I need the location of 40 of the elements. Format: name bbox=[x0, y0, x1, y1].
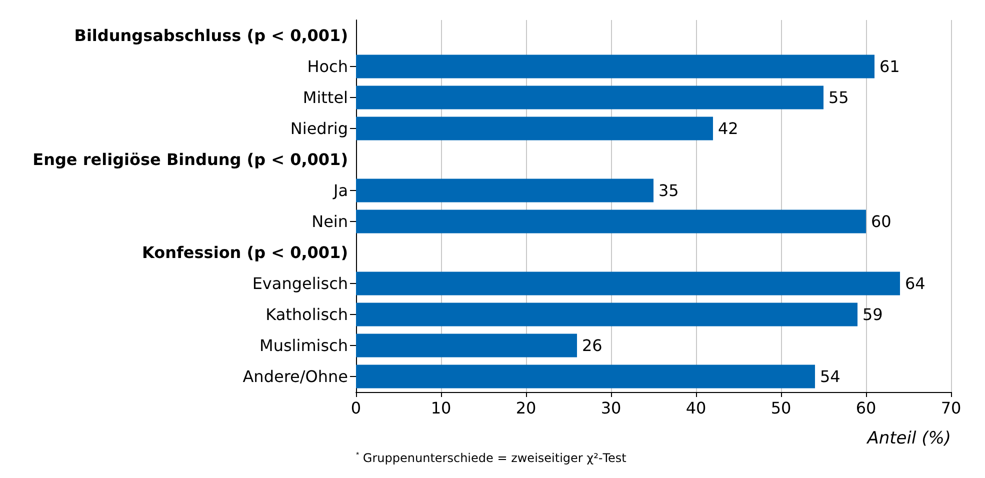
y-tick-label: Ja bbox=[332, 181, 348, 200]
y-tick-label: Katholisch bbox=[266, 305, 348, 324]
y-tick-label: Mittel bbox=[302, 88, 348, 107]
x-tick-label: 30 bbox=[600, 398, 622, 418]
y-tick-label: Hoch bbox=[307, 57, 348, 76]
bar bbox=[356, 210, 866, 234]
data-label: 61 bbox=[880, 57, 900, 76]
bar bbox=[356, 302, 858, 326]
bar bbox=[356, 272, 900, 296]
text: * Gruppenunterschiede = zweiseitiger χ²-Test bbox=[356, 450, 627, 465]
x-axis-title: Anteil (%) bbox=[866, 428, 951, 448]
y-tick-label: Niedrig bbox=[290, 119, 348, 138]
data-label: 64 bbox=[905, 274, 926, 293]
data-label: 60 bbox=[871, 212, 892, 231]
bar bbox=[356, 86, 824, 110]
x-tick-label: 70 bbox=[940, 398, 962, 418]
y-tick-label: Konfession (p < 0,001) bbox=[142, 243, 348, 262]
y-tick-label: Evangelisch bbox=[252, 274, 348, 293]
bar bbox=[356, 54, 874, 78]
x-tick-label: 50 bbox=[770, 398, 792, 418]
x-tick-label: 0 bbox=[350, 398, 362, 418]
y-tick-label: Nein bbox=[312, 212, 348, 231]
y-tick-label: Muslimisch bbox=[260, 336, 348, 355]
y-tick-label: Bildungsabschluss (p < 0,001) bbox=[74, 26, 348, 45]
y-tick-label: Andere/Ohne bbox=[242, 367, 348, 386]
data-label: 55 bbox=[828, 88, 849, 107]
y-tick-label: Enge religiöse Bindung (p < 0,001) bbox=[32, 150, 348, 169]
data-label: 35 bbox=[658, 181, 679, 200]
bar bbox=[356, 364, 815, 388]
data-label: 54 bbox=[820, 367, 840, 386]
data-label: 26 bbox=[582, 336, 602, 355]
x-tick-label: 10 bbox=[430, 398, 452, 418]
bar bbox=[356, 334, 577, 358]
x-tick-label: 20 bbox=[516, 398, 536, 418]
data-label: 59 bbox=[862, 305, 883, 324]
bar bbox=[356, 116, 713, 140]
x-tick-label: 60 bbox=[856, 398, 876, 418]
data-label: 42 bbox=[718, 119, 738, 138]
x-tick-label: 40 bbox=[686, 398, 706, 418]
bar bbox=[356, 178, 654, 202]
